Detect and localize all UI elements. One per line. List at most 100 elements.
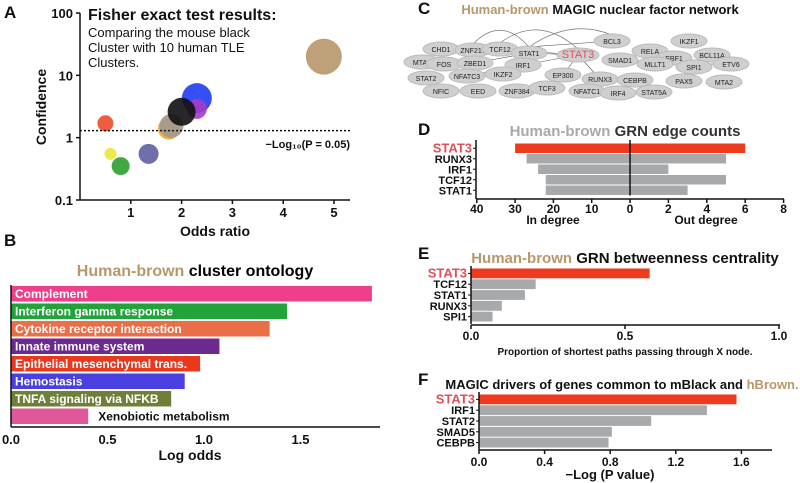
bar	[479, 394, 737, 405]
x-tick-label: 0.8	[602, 455, 619, 469]
bar-label: Cytokine receptor interaction	[15, 322, 182, 336]
chart-subtitle: Comparing the mouse black	[88, 25, 250, 40]
network-node-label: ZBED1	[464, 61, 487, 68]
network-node-label: IKZF2	[493, 72, 512, 79]
x-tick-label: 8	[780, 202, 787, 216]
network-node	[528, 80, 566, 96]
title-part: GRN betweenness centrality	[576, 250, 779, 267]
network-node-label: FOS	[437, 62, 452, 69]
panel-letter: E	[418, 244, 429, 263]
panel-letter: C	[418, 0, 430, 18]
network-node	[407, 70, 445, 86]
network-node-label: SPI1	[686, 65, 701, 72]
title-part: Human-brown	[461, 2, 552, 17]
x-tick-label: 0.0	[2, 432, 20, 447]
category-label: STAT3	[436, 391, 475, 406]
network-node-label: IKZF1	[679, 39, 698, 46]
panel-letter: F	[418, 370, 428, 389]
bar-label: Innate immune system	[15, 340, 144, 354]
chart-title: Human-brown GRN betweenness centrality	[471, 250, 779, 267]
title-part: MAGIC nuclear factor network	[552, 2, 739, 17]
network-node-label: STAT2	[416, 76, 437, 83]
network-node-label: IRF4	[610, 91, 625, 98]
network-node	[670, 33, 708, 49]
network-node-label: STAT1	[519, 51, 540, 58]
bar-out-degree	[630, 185, 688, 195]
bar	[479, 416, 652, 426]
network-node-label: RUNX3	[588, 77, 612, 84]
bar	[471, 279, 536, 290]
bar-out-degree	[630, 164, 669, 174]
network-node-label: EP300	[552, 73, 573, 80]
title-part: MAGIC drivers of genes common to mBlack …	[445, 377, 746, 392]
x-tick-label: 10	[585, 202, 599, 216]
chart-subtitle: Cluster with 10 human TLE	[88, 40, 245, 55]
bar	[11, 356, 201, 372]
network-node-label: ETV6	[722, 62, 740, 69]
network-node-label: STAT5A	[641, 90, 667, 97]
category-label: CEBPB	[436, 438, 475, 450]
data-point	[138, 143, 159, 164]
bar-out-degree	[630, 154, 726, 164]
bar	[11, 373, 185, 389]
network-node	[459, 83, 497, 99]
network-node-label: NFATC1	[574, 89, 600, 96]
network-node-label: BCL11A	[699, 53, 725, 60]
bar	[471, 290, 525, 300]
title-part: hBrown.	[747, 377, 799, 392]
network-node	[448, 68, 486, 84]
network-node-label: TCF12	[489, 47, 511, 54]
category-label: STAT3	[428, 265, 467, 280]
x-tick-label: 0.0	[463, 329, 480, 343]
category-label: RUNX3	[430, 301, 467, 313]
network-node	[544, 67, 582, 83]
y-axis-label: Confidence	[33, 69, 49, 145]
x-tick-label: 20	[547, 202, 561, 216]
network-node	[636, 56, 674, 72]
network-node-label: IRF1	[515, 63, 530, 70]
x-tick-label: 2	[178, 205, 185, 220]
bar	[11, 303, 287, 319]
network-edge	[472, 29, 530, 48]
title-colored: Human-brown	[77, 263, 189, 280]
data-point	[97, 115, 114, 132]
network-node-label: PAX5	[675, 79, 692, 86]
data-point	[111, 157, 130, 176]
network-node	[593, 33, 631, 49]
title-part: GRN edge counts	[615, 123, 741, 140]
x-axis-label: Log odds	[159, 447, 222, 463]
legend-in-degree: In degree	[526, 213, 580, 227]
network-node	[601, 52, 639, 68]
network-edge	[499, 29, 579, 50]
chart-title: Fisher exact test results:	[88, 7, 277, 24]
bar	[479, 405, 707, 416]
x-tick-label: 0	[627, 202, 634, 216]
bar-in-degree	[515, 143, 630, 153]
category-label: STAT1	[439, 185, 472, 197]
category-label: TCF12	[438, 175, 472, 187]
x-tick-label: 6	[742, 202, 749, 216]
category-label: RUNX3	[435, 154, 472, 166]
x-tick-label: 4	[280, 205, 288, 220]
x-tick-label: 5	[330, 205, 337, 220]
network-node	[635, 84, 673, 100]
network-node-label: TCF3	[538, 86, 556, 93]
threshold-label: −Log₁₀(P = 0.05)	[266, 139, 351, 151]
network-node	[712, 56, 750, 72]
category-label: SPI1	[443, 312, 467, 324]
network-node-label: MTA2	[715, 80, 733, 87]
bar-label: Epithelial mesenchymal trans.	[15, 357, 187, 371]
bar	[11, 408, 89, 424]
network-node-label: STAT3	[562, 49, 595, 61]
x-tick-label: 0.5	[617, 329, 634, 343]
title-text: cluster ontology	[189, 263, 314, 280]
network-node	[616, 72, 654, 88]
category-label: IRF1	[448, 164, 472, 176]
bar	[471, 300, 502, 311]
panel-letter: A	[4, 3, 16, 22]
bar	[471, 311, 493, 322]
chart-subtitle: Clusters.	[88, 55, 139, 70]
network-title: Human-brown MAGIC nuclear factor network	[461, 2, 739, 17]
x-tick-label: 1.2	[667, 455, 684, 469]
bar	[471, 268, 650, 279]
